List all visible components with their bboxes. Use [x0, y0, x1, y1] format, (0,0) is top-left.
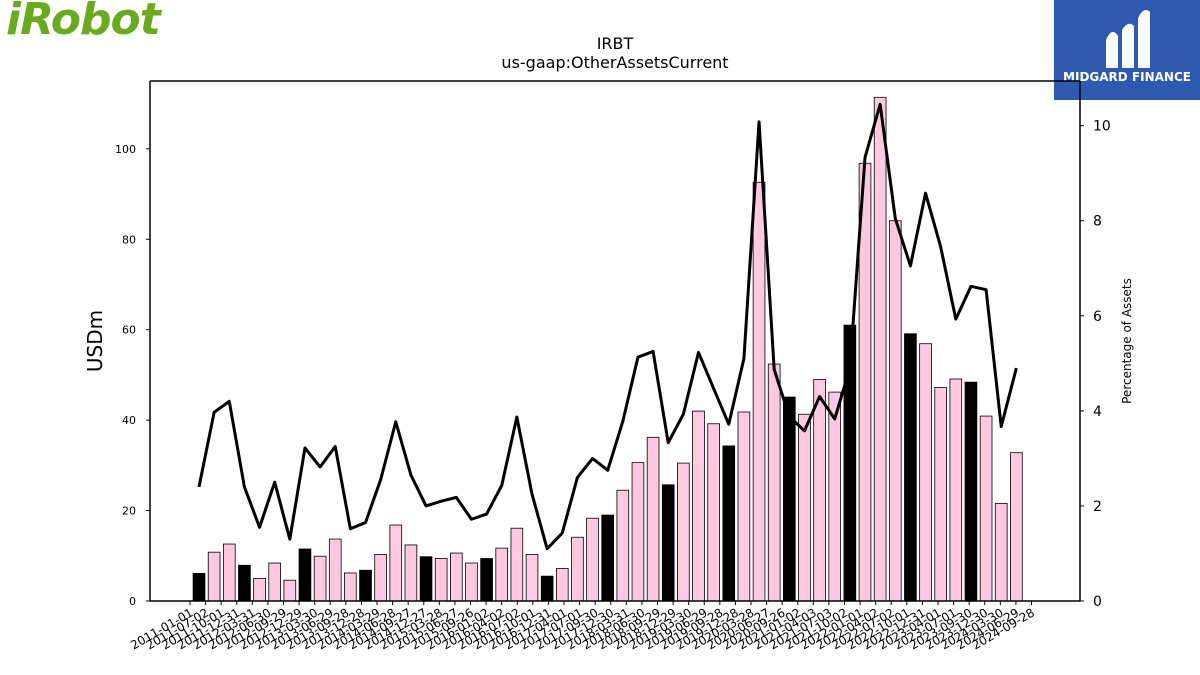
bar	[722, 445, 736, 602]
bar	[268, 562, 281, 602]
irobot-logo: iRobot	[6, 0, 176, 46]
y2-tick-label: 0	[1093, 594, 1102, 610]
bar	[540, 575, 554, 602]
bar	[510, 527, 524, 602]
y2-tick-label: 6	[1093, 309, 1102, 325]
y2-tick-label: 2	[1093, 499, 1102, 515]
y2-axis-label: Percentage of Assets	[1120, 278, 1134, 404]
bar-series	[192, 96, 1023, 602]
midgard-logo-text: MIDGARD FINANCE	[1063, 70, 1191, 84]
midgard-finance-logo: MIDGARD FINANCE	[1054, 0, 1200, 100]
bar	[661, 484, 675, 602]
bar	[783, 396, 796, 602]
x-axis-ticks: 2011-01-012011-07-022011-10-012011-12-31…	[128, 601, 1037, 652]
bar	[919, 343, 932, 602]
bar	[238, 564, 251, 602]
bar	[813, 379, 826, 602]
bar	[767, 363, 781, 602]
bar	[328, 538, 342, 602]
bar	[692, 410, 705, 602]
bar	[450, 552, 463, 602]
bar	[631, 462, 645, 602]
bar	[616, 489, 630, 602]
bar	[222, 543, 236, 602]
y-tick-label: 60	[122, 324, 136, 337]
bar	[934, 387, 947, 602]
y-tick-label: 0	[129, 595, 136, 608]
y-axis-label: USDm	[83, 310, 107, 372]
bar	[555, 568, 569, 602]
bar	[571, 536, 584, 602]
bar	[495, 547, 509, 602]
bar	[979, 415, 993, 602]
line-series	[197, 102, 1018, 551]
bar	[344, 572, 357, 602]
chart-title: IRBT	[597, 34, 634, 53]
y-tick-label: 100	[115, 143, 136, 156]
y2-axis-ticks: 0 2 4 6 8 10	[1080, 119, 1111, 610]
bar	[404, 544, 418, 602]
bar	[313, 555, 327, 602]
bar	[298, 548, 312, 602]
bar	[434, 558, 448, 602]
bar	[646, 436, 660, 602]
bar	[1010, 452, 1023, 602]
bar	[737, 411, 751, 602]
bar	[465, 562, 478, 602]
bar	[904, 333, 917, 602]
bar	[207, 551, 221, 602]
irobot-logo-text: iRobot	[6, 0, 161, 45]
bar	[283, 579, 297, 602]
bar	[888, 220, 902, 602]
bar	[253, 577, 266, 602]
chart-subtitle: us-gaap:OtherAssetsCurrent	[501, 53, 728, 72]
bar	[964, 381, 978, 602]
bar	[752, 181, 766, 602]
bar	[192, 573, 206, 602]
bar	[525, 554, 539, 602]
bar	[707, 423, 720, 602]
bar	[949, 378, 963, 602]
bar	[994, 502, 1008, 602]
bar	[677, 462, 690, 602]
axes	[149, 80, 1081, 602]
y-axis-ticks: 0 20 40 60 80 100	[115, 143, 150, 608]
y2-tick-label: 8	[1093, 214, 1102, 230]
bar	[798, 413, 811, 602]
midgard-emblem-icon	[1106, 10, 1150, 68]
bar	[601, 514, 614, 602]
bar	[480, 558, 493, 602]
bar	[359, 569, 372, 602]
y2-tick-label: 10	[1093, 119, 1111, 135]
y-tick-label: 80	[122, 233, 136, 246]
bar	[374, 554, 387, 602]
bar	[873, 96, 887, 602]
bar	[389, 524, 403, 602]
bar	[828, 391, 842, 602]
bar	[586, 517, 599, 602]
bar	[419, 556, 433, 602]
y-tick-label: 40	[122, 414, 136, 427]
y2-tick-label: 4	[1093, 404, 1102, 420]
y-tick-label: 20	[122, 505, 136, 518]
